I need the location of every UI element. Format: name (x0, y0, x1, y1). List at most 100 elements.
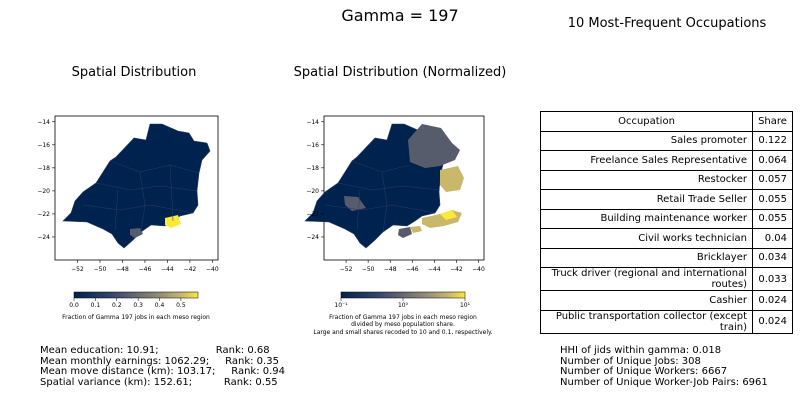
left-colorbar (73, 291, 199, 299)
share-cell: 0.04 (752, 228, 793, 249)
left-stats-block: Mean education: 10.91; Rank: 0.68 Mean m… (40, 345, 286, 388)
normalized-map-y-tick-label: −20 (306, 188, 319, 195)
table-row: Public transportation collector (except … (540, 309, 793, 334)
occupation-label: Civil works technician (638, 232, 747, 244)
normalized-colorbar-tick-label: 10⁻¹ (334, 302, 348, 309)
left-colorbar-tick-label: 0.3 (133, 302, 143, 309)
left-colorbar-tick-label: 0.2 (112, 302, 122, 309)
table-row: Restocker 0.057 (540, 169, 793, 190)
normalized-region-west (344, 196, 366, 211)
share-cell: 0.055 (752, 208, 793, 229)
left-colorbar-label: Fraction of Gamma 197 jobs in each meso … (62, 314, 210, 321)
stat-line: Mean monthly earnings: 1062.29; Rank: 0.… (40, 355, 279, 367)
table-row: Truck driver (regional and international… (540, 267, 793, 291)
table-row: Sales promoter 0.122 (540, 130, 793, 151)
occupation-label: Sales promoter (670, 135, 747, 147)
left-map-x-tick-label: −40 (206, 266, 219, 273)
left-colorbar-tick-label: 0.1 (91, 302, 101, 309)
normalized-map-x-tick-label: −48 (384, 266, 397, 273)
table-row: Civil works technician 0.04 (540, 228, 793, 249)
left-map-y-tick-label: −16 (37, 142, 50, 149)
normalized-colorbar-label-line2: divided by meso population share. (351, 321, 455, 328)
share-cell: 0.024 (752, 290, 793, 311)
occupation-label: Truck driver (regional and international… (551, 268, 747, 290)
share-cell: 0.055 (752, 189, 793, 210)
left-map-y-tick-label: −14 (37, 119, 50, 126)
left-map-x-tick-label: −44 (161, 266, 174, 273)
occupation-cell: Public transportation collector (except … (540, 309, 753, 334)
normalized-map-figure: −52 −50 −48 −46 −44 −42 −40 −14 −16 −18 −20 −22 −24… (304, 115, 493, 336)
occupation-cell: Civil works technician (540, 228, 753, 249)
normalized-map-x-tick-label: −44 (428, 266, 441, 273)
share-cell: 0.057 (752, 169, 793, 190)
occupation-cell: Cashier (540, 290, 753, 311)
table-row: Retail Trade Seller 0.055 (540, 189, 793, 210)
table-row: Bricklayer 0.034 (540, 247, 793, 268)
left-map-x-tick-label: −46 (139, 266, 152, 273)
left-map-region-gray (130, 228, 143, 238)
normalized-map-y-tick-label: −16 (306, 142, 319, 149)
left-map-x-tick-label: −48 (116, 266, 129, 273)
occupation-label: Building maintenance worker (600, 213, 747, 225)
normalized-map-x-tick-label: −50 (362, 266, 375, 273)
occupation-cell: Sales promoter (540, 130, 753, 151)
left-map-x-tick-label: −52 (71, 266, 84, 273)
normalized-map-x-tick-label: −40 (472, 266, 485, 273)
stat-line: Number of Unique Jobs: 308 (560, 355, 701, 367)
occupation-label: Freelance Sales Representative (590, 154, 747, 166)
left-map-inner-borders (82, 160, 200, 233)
share-cell: 0.024 (752, 309, 793, 334)
normalized-colorbar (340, 291, 466, 299)
stat-line: Mean move distance (km): 103.17; Rank: 0… (40, 366, 286, 377)
normalized-region-south-gray (398, 227, 412, 238)
left-map-region-highlight (165, 215, 181, 228)
table-row: Cashier 0.024 (540, 290, 793, 311)
left-map-y-tick-label: −22 (37, 211, 50, 218)
occupation-cell: Freelance Sales Representative (540, 150, 753, 171)
normalized-map-y-tick-label: −22 (306, 211, 319, 218)
left-map-x-tick-label: −50 (94, 266, 107, 273)
left-map-figure: −52 −50 −48 −46 −44 −42 −40 −14 −16 −18 −20 −22 −24… (37, 115, 219, 321)
share-cell: 0.122 (752, 130, 793, 151)
left-map-y-tick-label: −18 (37, 165, 50, 172)
share-cell: 0.064 (752, 150, 793, 171)
occupation-cell: Building maintenance worker (540, 208, 753, 229)
main-title: Gamma = 197 (341, 6, 459, 25)
normalized-region-east (440, 166, 464, 192)
normalized-map-y-tick-label: −24 (306, 234, 319, 241)
left-colorbar-tick-label: 0.4 (155, 302, 165, 309)
share-cell: 0.034 (752, 247, 793, 268)
normalized-region-bright (440, 210, 457, 220)
table-row: Freelance Sales Representative 0.064 (540, 150, 793, 171)
left-colorbar-tick-label: 0.0 (69, 302, 79, 309)
occupation-cell: Retail Trade Seller (540, 189, 753, 210)
stat-line: HHI of jids within gamma: 0.018 (560, 345, 722, 356)
normalized-map-x-tick-label: −52 (340, 266, 353, 273)
stat-line: Spatial variance (km): 152.61; Rank: 0.5… (40, 376, 278, 388)
normalized-map-title: Spatial Distribution (Normalized) (293, 65, 507, 80)
table-row: Building maintenance worker 0.055 (540, 208, 793, 229)
normalized-colorbar-tick-label: 10¹ (460, 302, 471, 309)
stat-line: Number of Unique Worker-Job Pairs: 6961 (560, 376, 768, 388)
stat-line: Number of Unique Workers: 6667 (560, 366, 728, 377)
left-map-x-tick-label: −42 (184, 266, 197, 273)
occupation-label: Restocker (697, 174, 747, 186)
normalized-map-inner-borders (324, 160, 441, 233)
left-map-title: Spatial Distribution (71, 65, 197, 80)
stat-line: Mean education: 10.91; Rank: 0.68 (40, 345, 270, 356)
share-column-header: Share (752, 111, 793, 132)
occupation-cell: Truck driver (regional and international… (540, 267, 753, 291)
normalized-map-y-tick-label: −18 (306, 165, 319, 172)
normalized-region-south-khaki (410, 226, 422, 233)
occupations-table: Occupation Share Sales promoter 0.122 Free… (540, 111, 793, 334)
normalized-region-north (408, 124, 460, 168)
share-cell: 0.033 (752, 267, 793, 291)
normalized-map-y-tick-label: −14 (306, 119, 319, 126)
occupation-column-header: Occupation (540, 111, 753, 132)
occupation-label: Cashier (709, 294, 747, 306)
occupation-label: Public transportation collector (except … (555, 310, 747, 333)
occupation-label: Retail Trade Seller (656, 193, 747, 205)
occupation-label: Bricklayer (696, 252, 747, 264)
normalized-colorbar-label-line1: Fraction of Gamma 197 jobs in each meso … (329, 314, 477, 321)
occupations-table-title: 10 Most-Frequent Occupations (567, 16, 767, 31)
